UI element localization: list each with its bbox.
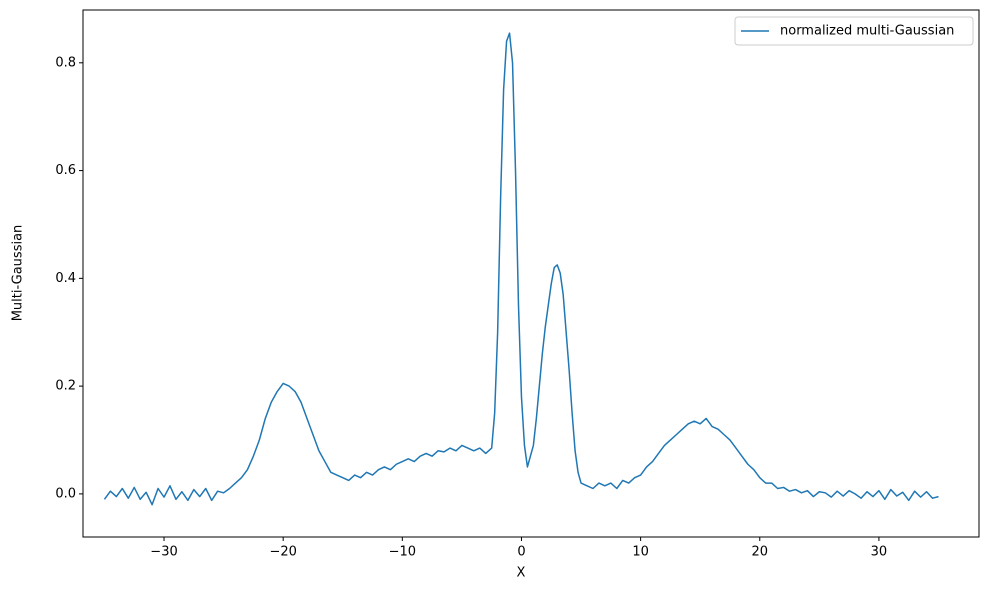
- x-tick-label: 10: [632, 545, 649, 560]
- y-tick-label: 0.2: [55, 379, 76, 394]
- data-line: [103, 32, 939, 506]
- legend-label: normalized multi-Gaussian: [780, 24, 954, 39]
- y-tick-label: 0.6: [55, 163, 76, 178]
- y-axis-label: Multi-Gaussian: [11, 225, 26, 322]
- x-tick-label: −20: [269, 545, 296, 560]
- x-tick-label: 20: [751, 545, 768, 560]
- y-tick-label: 0.4: [55, 271, 76, 286]
- legend-box: [734, 16, 974, 46]
- y-tick-label: 0.8: [55, 55, 76, 70]
- x-tick-label: 30: [871, 545, 888, 560]
- x-tick-label: −30: [150, 545, 177, 560]
- x-tick-label: 0: [517, 545, 525, 560]
- x-tick-label: −10: [389, 545, 416, 560]
- x-axis-label: X: [517, 566, 526, 581]
- plot-frame: [82, 9, 980, 538]
- y-tick-label: 0.0: [55, 486, 76, 501]
